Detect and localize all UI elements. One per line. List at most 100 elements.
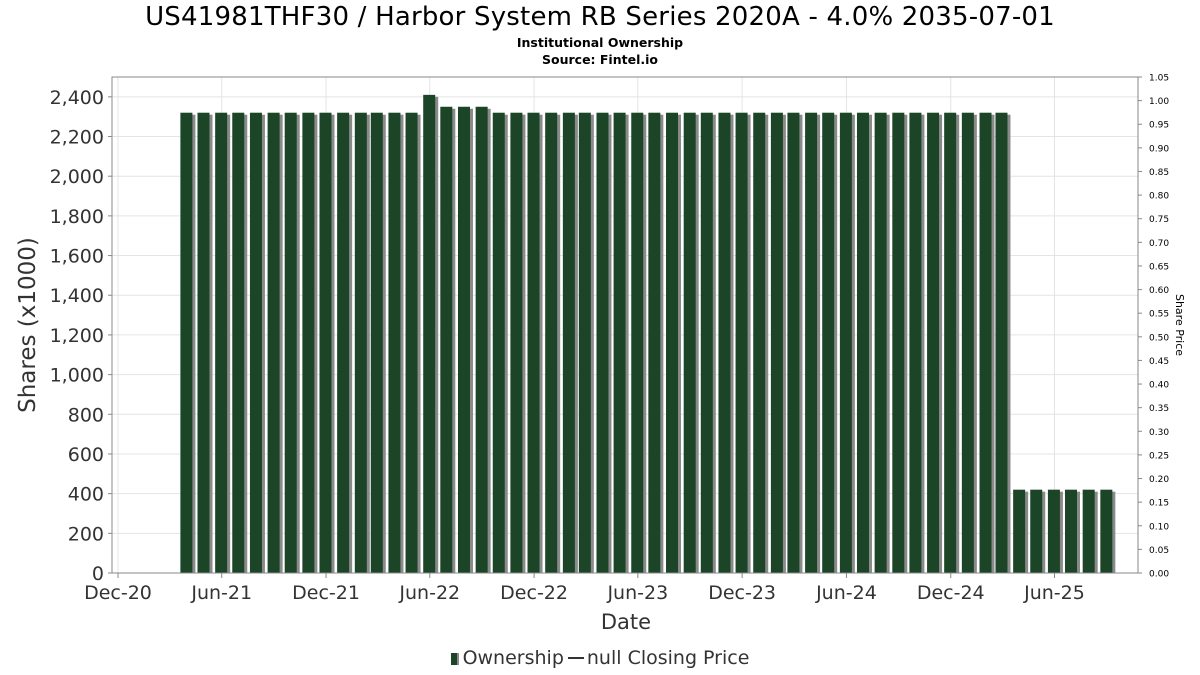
y-tick-label: 800 bbox=[68, 404, 104, 426]
x-tick-label: Dec-22 bbox=[500, 582, 568, 604]
ownership-bar bbox=[440, 106, 453, 573]
y2-tick-label: 0.15 bbox=[1149, 499, 1169, 509]
chart-legend: Ownership null Closing Price bbox=[0, 647, 1200, 669]
y2-tick-label: 0.40 bbox=[1149, 381, 1169, 391]
y-tick-label: 2,000 bbox=[50, 166, 104, 188]
ownership-bar bbox=[180, 112, 193, 573]
y2-tick-label: 0.65 bbox=[1149, 262, 1169, 272]
ownership-bar bbox=[527, 112, 540, 573]
ownership-bar bbox=[961, 112, 974, 573]
ownership-bar bbox=[492, 112, 505, 573]
ownership-bar bbox=[510, 112, 523, 573]
y2-tick-label: 0.20 bbox=[1149, 475, 1169, 485]
ownership-bar bbox=[1013, 489, 1026, 573]
y2-tick-label: 0.95 bbox=[1149, 121, 1169, 131]
ownership-bar bbox=[805, 112, 818, 573]
axes-layer: 0 200 400 600 800 1,000 1,200 1,400 1,600 1,800 2,… bbox=[50, 74, 1170, 605]
ownership-bar bbox=[197, 112, 210, 573]
ownership-bar bbox=[1047, 489, 1060, 573]
chart-title: US41981THF30 / Harbor System RB Series 2… bbox=[145, 2, 1055, 32]
y-tick-label: 1,000 bbox=[50, 365, 104, 387]
y2-tick-label: 0.30 bbox=[1149, 428, 1169, 438]
ownership-bar bbox=[927, 112, 940, 573]
chart-source: Source: Fintel.io bbox=[542, 52, 658, 67]
ownership-bar bbox=[284, 112, 297, 573]
ownership-bar bbox=[267, 112, 280, 573]
ownership-bar bbox=[249, 112, 262, 573]
ownership-bar bbox=[1030, 489, 1043, 573]
x-tick-label: Jun-22 bbox=[398, 582, 460, 604]
y2-tick-label: 0.25 bbox=[1149, 451, 1169, 461]
price-legend-line bbox=[567, 657, 584, 659]
ownership-bar bbox=[839, 112, 852, 573]
ownership-bar bbox=[1082, 489, 1095, 573]
ownership-bar bbox=[700, 112, 713, 573]
y2-tick-label: 0.75 bbox=[1149, 215, 1169, 225]
ownership-bar bbox=[457, 106, 470, 573]
y2-tick-label: 1.05 bbox=[1149, 74, 1169, 84]
ownership-bar bbox=[753, 112, 766, 573]
ownership-bar bbox=[683, 112, 696, 573]
ownership-bar bbox=[1065, 489, 1078, 573]
y-tick-label: 1,800 bbox=[50, 206, 104, 228]
y-axis-label: Shares (x1000) bbox=[15, 237, 41, 413]
ownership-bar bbox=[337, 112, 350, 573]
x-tick-label: Jun-25 bbox=[1023, 582, 1085, 604]
ownership-bar bbox=[718, 112, 731, 573]
y-tick-label: 1,400 bbox=[50, 285, 104, 307]
y2-tick-label: 0.85 bbox=[1149, 168, 1169, 178]
y2-tick-label: 1.00 bbox=[1149, 97, 1169, 107]
ownership-bar bbox=[405, 112, 418, 573]
x-tick-label: Dec-21 bbox=[292, 582, 360, 604]
ownership-bar bbox=[874, 112, 887, 573]
x-tick-label: Dec-24 bbox=[917, 582, 985, 604]
chart-subtitle: Institutional Ownership bbox=[516, 35, 684, 50]
y2-tick-label: 0.50 bbox=[1149, 333, 1169, 343]
ownership-bar bbox=[475, 106, 488, 573]
ownership-bar bbox=[1100, 489, 1113, 573]
ownership-bar bbox=[909, 112, 922, 573]
ownership-bar bbox=[979, 112, 992, 573]
y-tick-label: 1,600 bbox=[50, 246, 104, 268]
ownership-bar bbox=[648, 112, 661, 573]
ownership-bar bbox=[354, 112, 367, 573]
ownership-bar bbox=[944, 112, 957, 573]
ownership-bar bbox=[666, 112, 679, 573]
ownership-bar bbox=[370, 112, 383, 573]
ownership-bar bbox=[631, 112, 644, 573]
x-axis-label: Date bbox=[601, 610, 651, 634]
y2-axis-label: Share Price bbox=[1173, 294, 1186, 356]
ownership-legend-label: Ownership bbox=[462, 647, 564, 669]
y2-tick-label: 0.10 bbox=[1149, 522, 1169, 532]
y2-tick-label: 0.70 bbox=[1149, 239, 1169, 249]
x-tick-label: Jun-21 bbox=[190, 582, 252, 604]
x-tick-label: Jun-23 bbox=[606, 582, 668, 604]
y-tick-label: 1,200 bbox=[50, 325, 104, 347]
ownership-bar bbox=[787, 112, 800, 573]
ownership-bar bbox=[562, 112, 575, 573]
x-tick-label: Jun-24 bbox=[815, 582, 877, 604]
ownership-bar bbox=[735, 112, 748, 573]
ownership-bar bbox=[578, 112, 591, 573]
x-tick-label: Dec-20 bbox=[84, 582, 152, 604]
ownership-bar bbox=[822, 112, 835, 573]
y2-tick-label: 0.80 bbox=[1149, 192, 1169, 202]
ownership-bar bbox=[856, 112, 869, 573]
y-tick-label: 2,400 bbox=[50, 87, 104, 109]
ownership-bar bbox=[319, 112, 332, 573]
ownership-bar bbox=[545, 112, 558, 573]
y-tick-label: 600 bbox=[68, 444, 104, 466]
ownership-chart: 0 200 400 600 800 1,000 1,200 1,400 1,600 1,800 2,… bbox=[15, 74, 1186, 635]
ownership-bar bbox=[232, 112, 245, 573]
x-tick-label: Dec-23 bbox=[708, 582, 776, 604]
ownership-bar bbox=[388, 112, 401, 573]
y2-tick-label: 0.05 bbox=[1149, 546, 1169, 556]
ownership-bar bbox=[613, 112, 626, 573]
y2-tick-label: 0.45 bbox=[1149, 357, 1169, 367]
bars-layer bbox=[180, 94, 1116, 573]
ownership-bar bbox=[423, 94, 436, 573]
y-tick-label: 0 bbox=[92, 563, 104, 585]
y2-tick-label: 0.35 bbox=[1149, 404, 1169, 414]
price-legend-label: null Closing Price bbox=[586, 647, 750, 669]
y2-tick-label: 0.55 bbox=[1149, 310, 1169, 320]
